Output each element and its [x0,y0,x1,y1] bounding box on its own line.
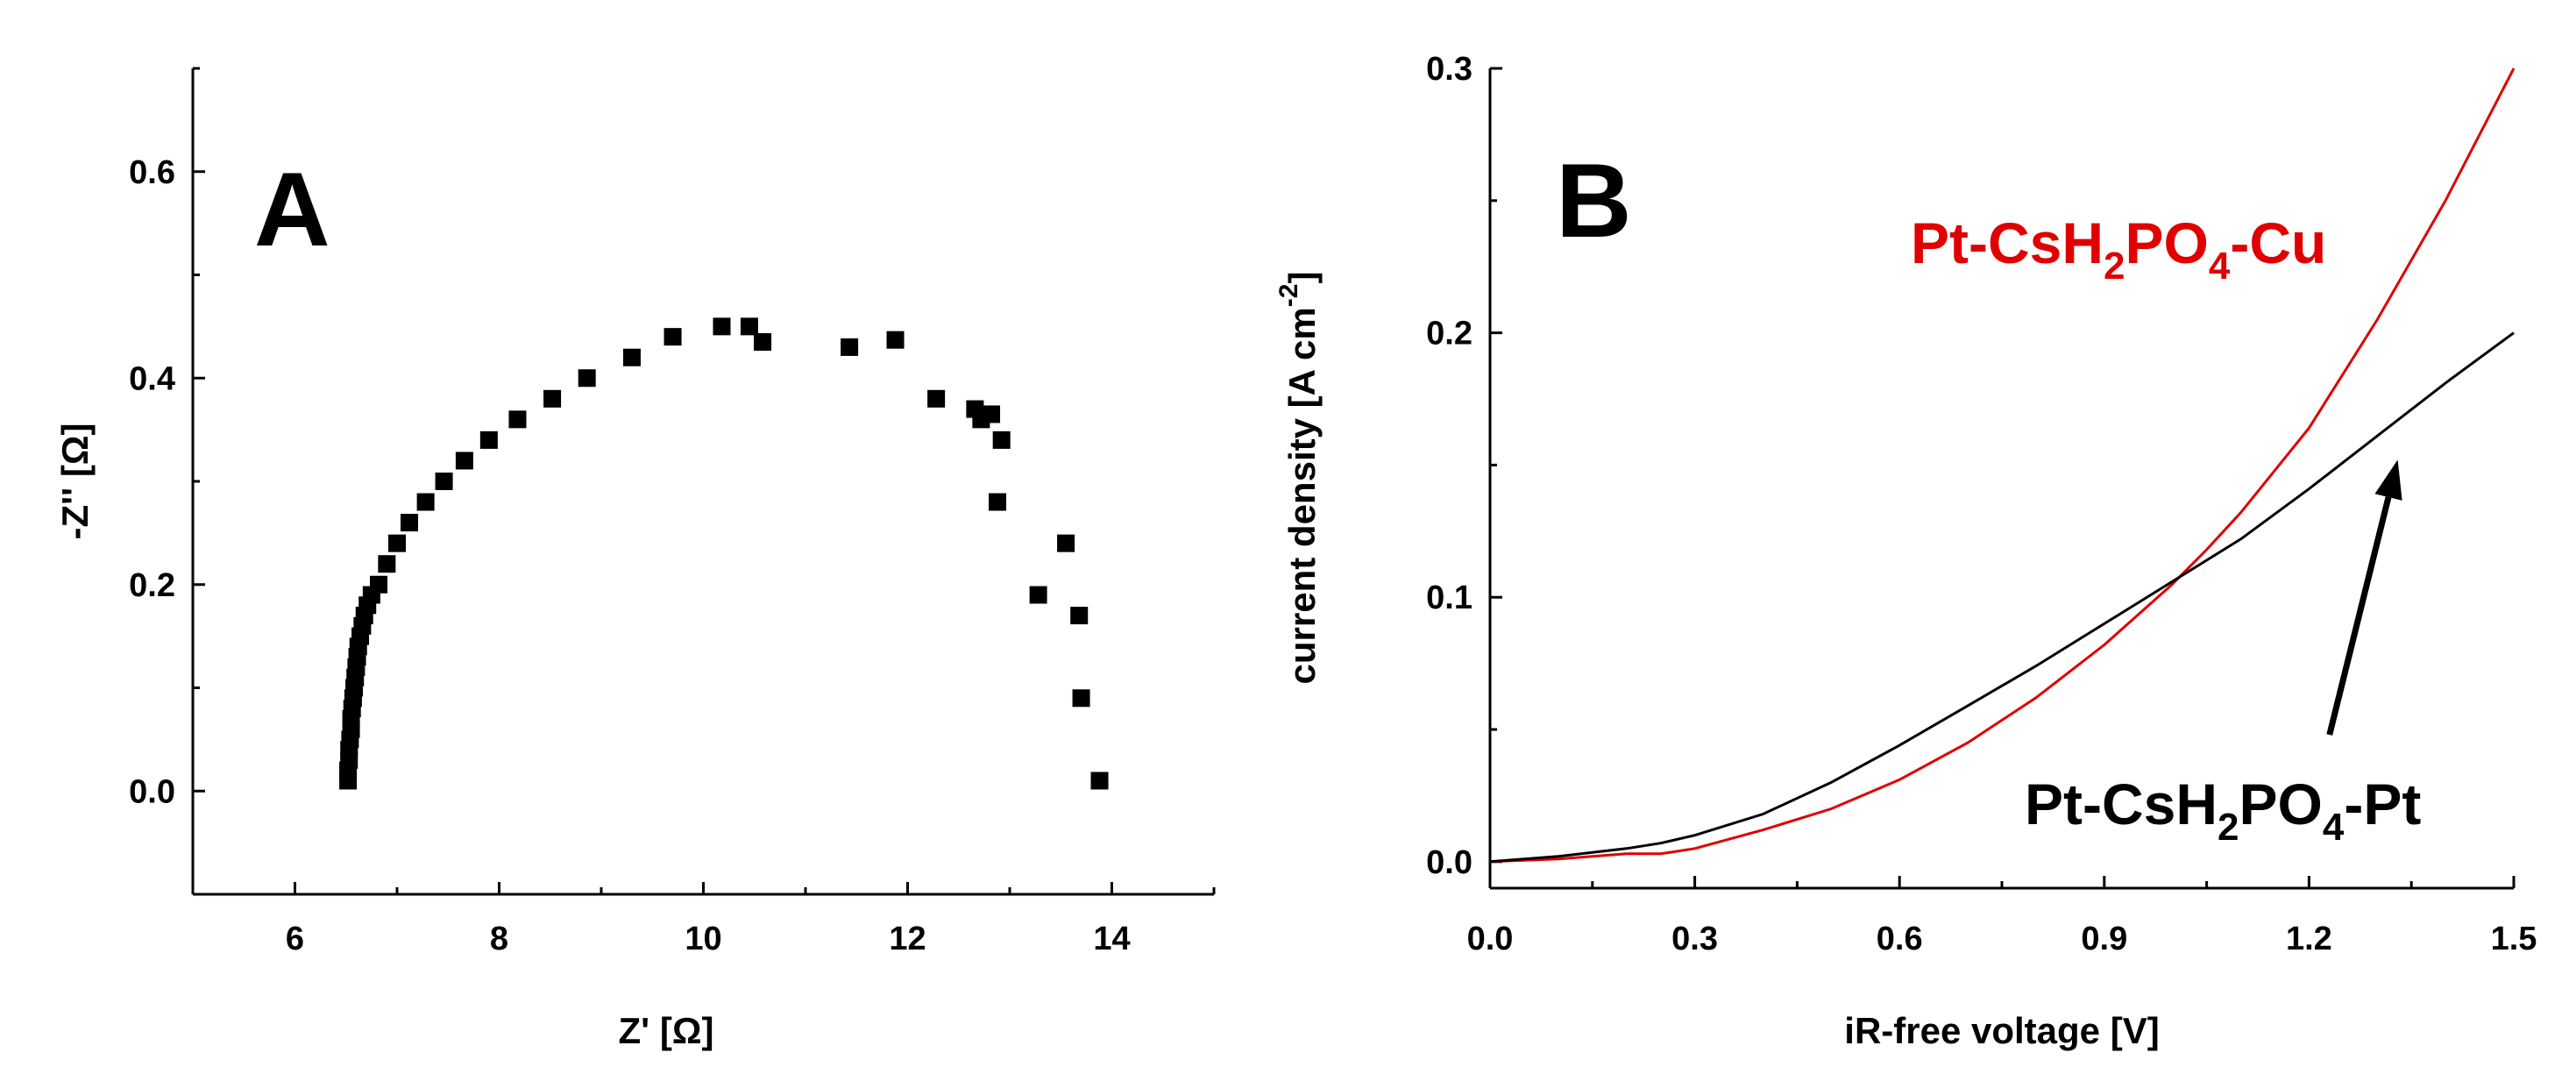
x-tick-label: 0.6 [1877,921,1923,957]
data-point [1090,772,1109,790]
data-point [435,473,453,490]
y-tick-label: 0.4 [129,360,175,397]
data-point [886,331,905,349]
panel-a-letter: A [254,151,330,268]
x-tick-label: 6 [286,921,304,957]
panel-b-y-axis-title-close: ] [1281,272,1323,284]
label-pt-post: -Pt [2344,772,2421,836]
panel-a-y-axis-title: -Z'' [Ω] [54,423,96,540]
x-tick-label: 0.0 [1467,921,1514,957]
panel-b-ticks: 0.0 0.3 0.6 0.9 1.2 1.5 0.0 0.1 0.2 0.3 [1426,51,2537,957]
panel-b-iv-plot: 0.0 0.3 0.6 0.9 1.2 1.50.00.10.20.3 B Pt-CsH2… [1274,51,2537,1051]
data-point [578,369,596,388]
panel-a-ticks: 6 8 10 12 14 0.0 0.2 0.4 0.6 [129,67,1216,957]
data-point [622,348,641,366]
label-cu-post: -Cu [2230,210,2326,275]
data-point [543,389,562,408]
y-tick-label: 0.0 [1426,844,1473,881]
x-tick-label: 0.9 [2081,921,2127,957]
series-line-pt-cshpo4-pt [1489,331,2515,864]
panel-b-arrow [2326,459,2402,736]
data-point [1072,689,1090,708]
y-tick-label: 0.3 [1426,51,1473,88]
y-tick-label: 0.2 [129,567,175,604]
data-point [983,405,1001,423]
panel-b-curves [1489,68,2516,864]
series-label-pt-cshpo4-cu: Pt-CsH2PO4-Cu [1911,210,2326,288]
label-cu-sub2: 4 [2209,245,2231,288]
label-cu-sub1: 2 [2104,245,2125,288]
arrow-head [2374,459,2402,501]
label-pt-mid: PO [2239,772,2323,836]
x-tick-label: 14 [1093,921,1130,957]
label-pt-sub2: 4 [2323,806,2345,849]
series-label-pt-cshpo4-pt: Pt-CsH2PO4-Pt [2025,772,2421,849]
data-point [455,452,473,470]
data-point [992,430,1011,449]
data-point [713,317,731,336]
label-pt-pre: Pt-CsH [2025,772,2218,836]
y-tick-label: 0.6 [129,154,175,191]
panel-b-y-axis-title: current density [A cm-2] [1274,272,1323,685]
x-tick-label: 12 [889,921,926,957]
panel-b-x-axis-title: iR-free voltage [V] [1844,1010,2159,1051]
data-point [378,555,396,573]
data-point [740,317,758,336]
data-point [1029,586,1047,604]
y-tick-label: 0.2 [1426,316,1473,352]
x-tick-label: 1.2 [2286,921,2332,957]
panel-a-data-points [339,317,1109,790]
data-point [754,333,772,352]
y-tick-label: 0.0 [129,773,175,810]
arrow-shaft [2326,496,2392,736]
data-point [841,338,859,356]
data-point [416,493,435,511]
data-point [370,575,388,594]
panel-b-y-axis-title-main: current density [A cm [1281,307,1323,684]
x-tick-label: 0.3 [1671,921,1718,957]
data-point [400,514,418,532]
series-line-pt-cshpo4-cu [1489,68,2516,864]
panel-a-impedance-plot: 6 8 10 12 14 0.0 0.2 0.4 0.6 A Z' [Ω] -Z'' [Ω] [54,67,1216,1051]
panel-b-y-axis-title-sup: -2 [1274,284,1303,308]
x-tick-label: 1.5 [2491,921,2537,957]
label-cu-mid: PO [2125,210,2209,275]
data-point [479,430,498,449]
data-point [989,493,1007,511]
data-point [508,410,527,429]
label-pt-sub1: 2 [2218,806,2239,849]
panel-b-letter: B [1556,142,1632,260]
data-point [664,328,682,346]
y-tick-label: 0.1 [1426,580,1473,616]
x-tick-label: 10 [685,921,721,957]
x-tick-label: 8 [490,921,508,957]
data-point [388,534,406,552]
panel-a-x-axis-title: Z' [Ω] [619,1010,714,1051]
data-point [927,389,946,408]
data-point [1057,534,1075,552]
label-cu-pre: Pt-CsH [1911,210,2104,275]
data-point [1070,607,1089,625]
